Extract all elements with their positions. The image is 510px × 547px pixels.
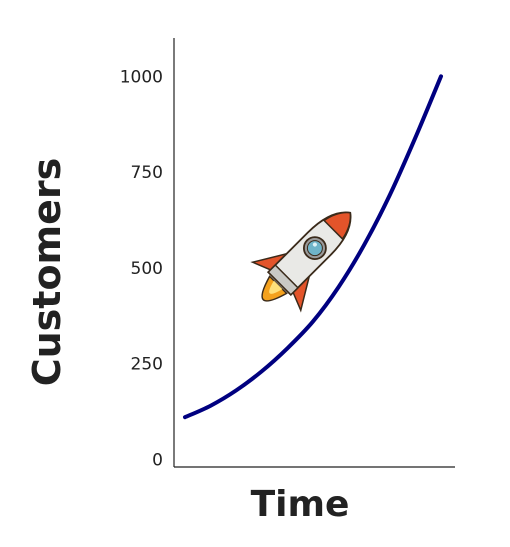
y-tick-label: 500 <box>131 259 163 279</box>
y-tick-label: 250 <box>131 355 163 375</box>
y-axis-title: Customers <box>25 158 69 387</box>
x-axis-title: Time <box>251 484 350 525</box>
y-tick-labels: 0 250 500 750 1000 <box>120 67 163 470</box>
rocket-icon <box>250 211 352 313</box>
y-tick-label: 1000 <box>120 67 163 87</box>
series-line <box>183 74 443 420</box>
y-tick-label: 750 <box>131 163 163 183</box>
series-layer <box>183 74 443 420</box>
y-tick-label: 0 <box>152 450 163 470</box>
